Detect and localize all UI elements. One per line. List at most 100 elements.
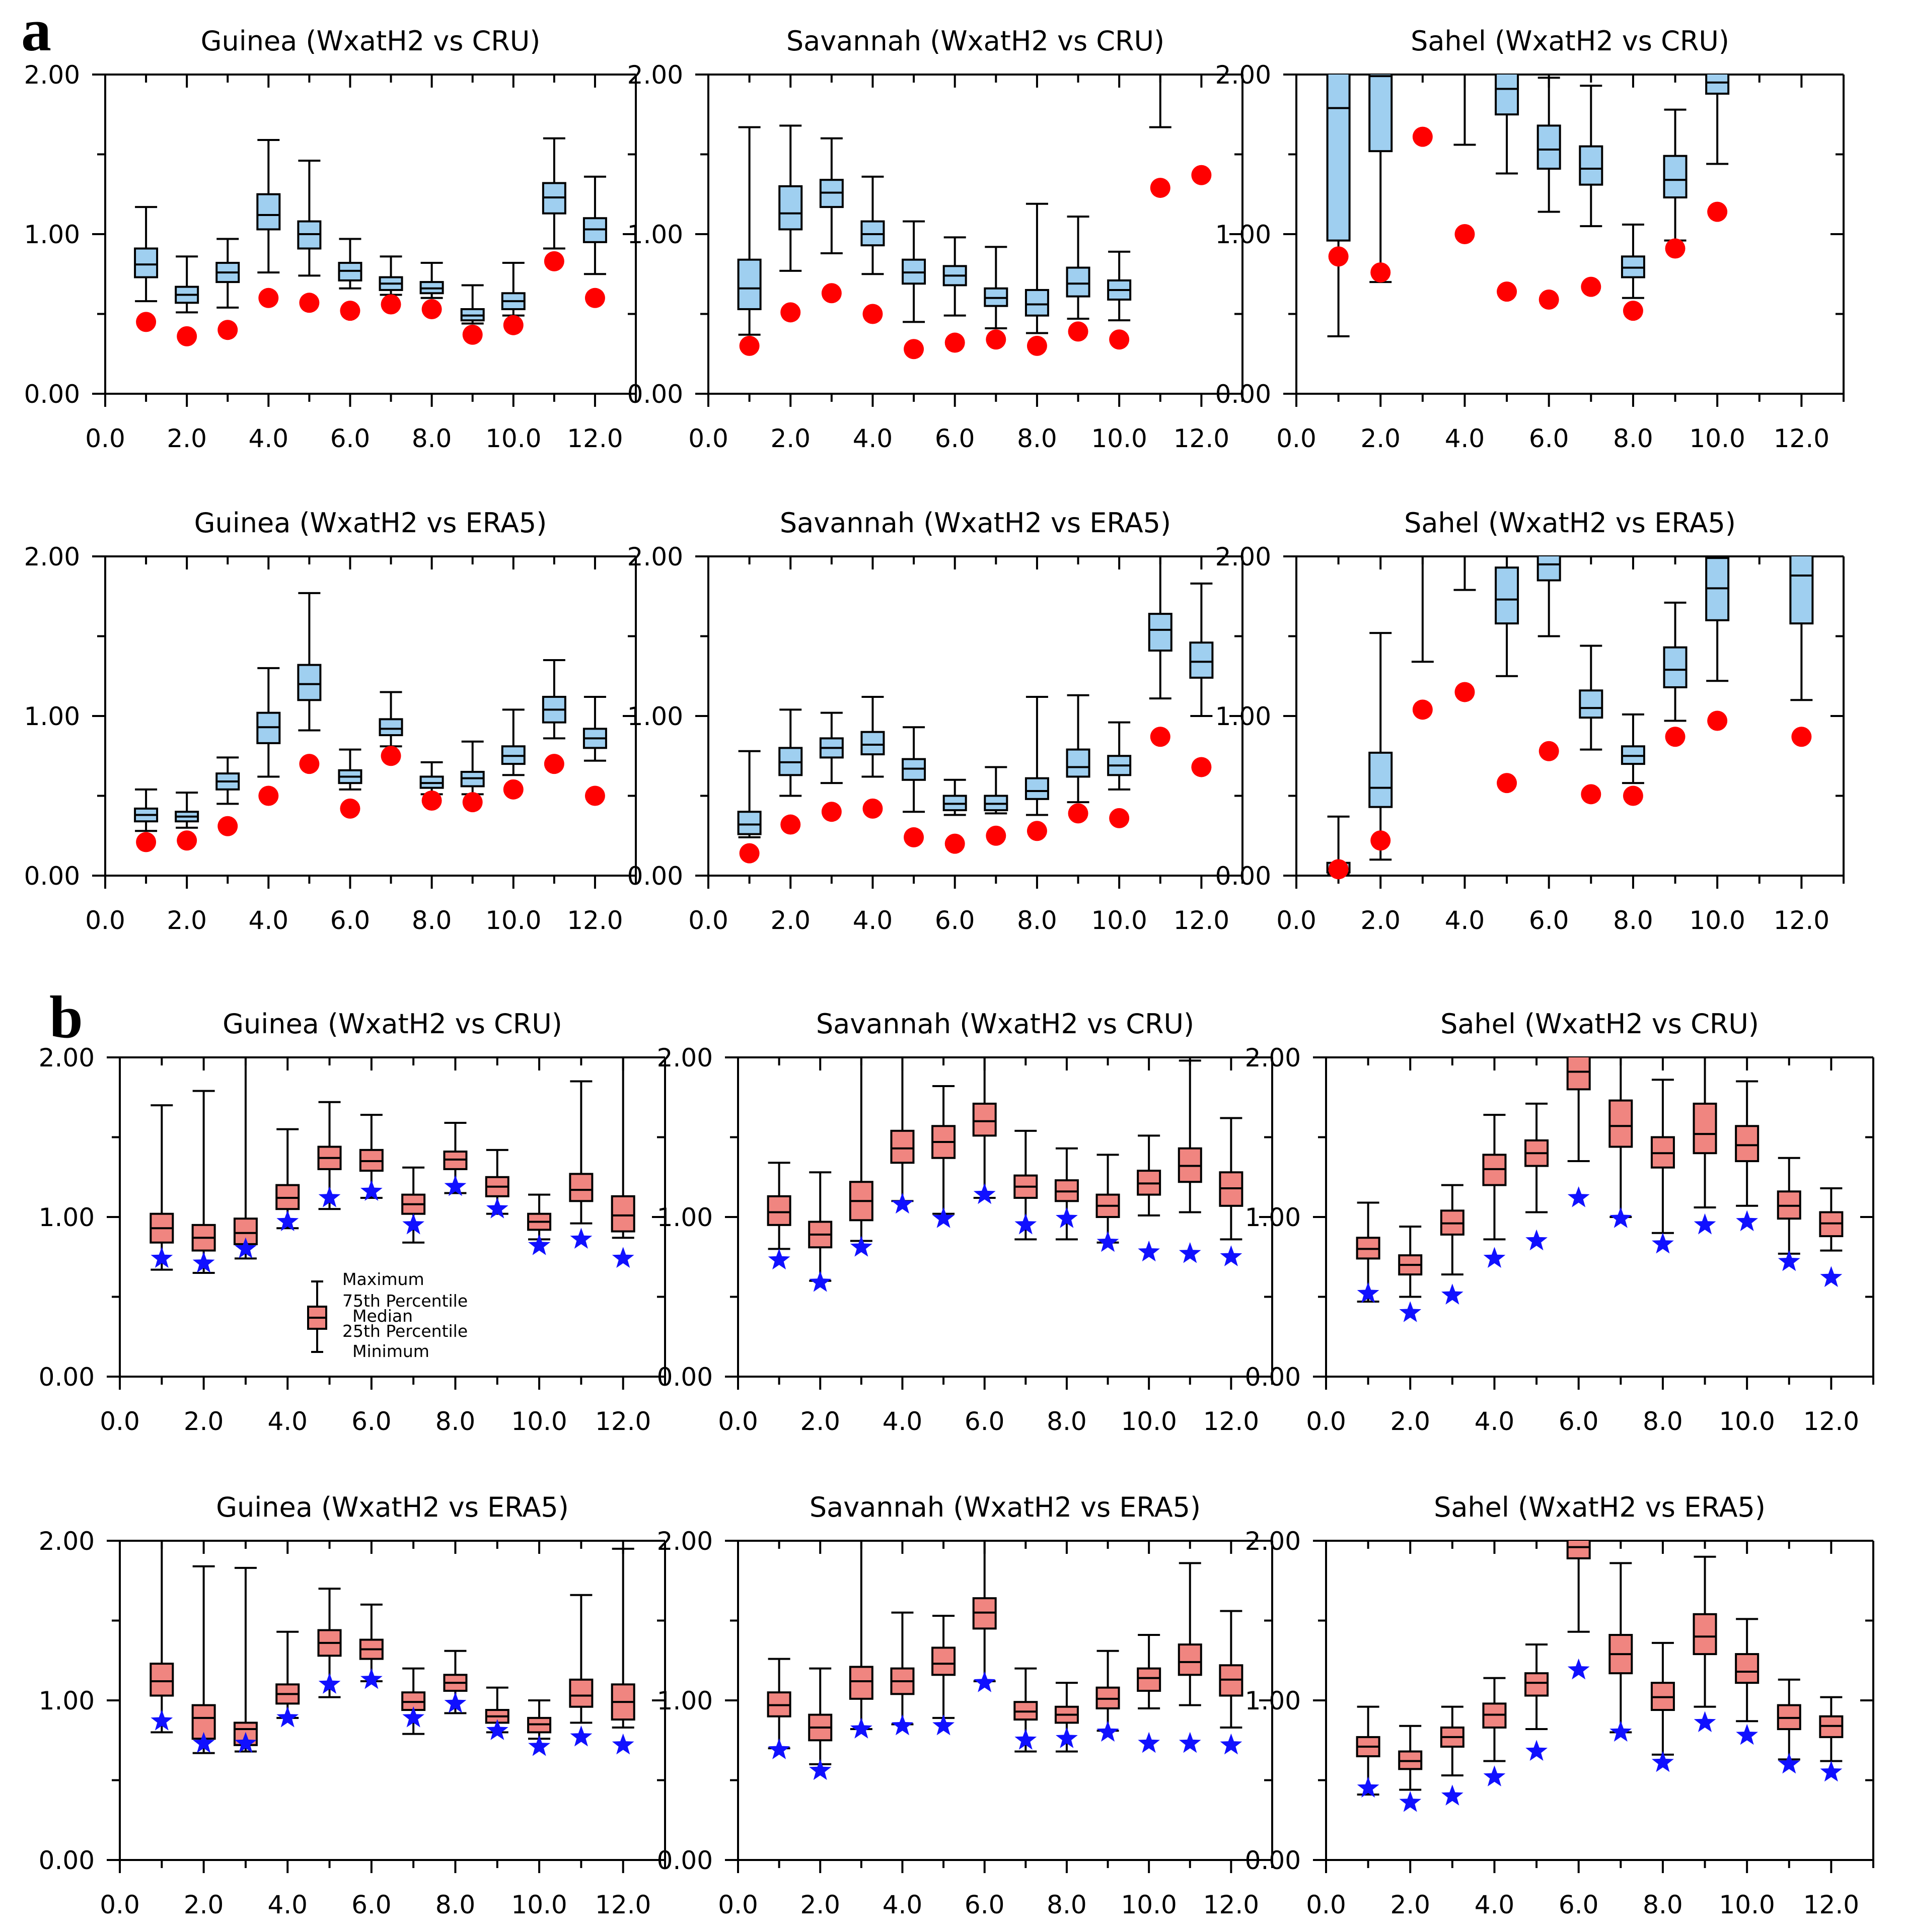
box-month-8	[419, 262, 444, 299]
y-tick-label: 2.00	[1245, 1527, 1301, 1556]
box-iqr	[256, 193, 281, 231]
box-month-12	[582, 175, 607, 275]
point-month-1	[1357, 1282, 1379, 1303]
box-month-12	[611, 1547, 635, 1729]
point-month-9	[486, 1719, 508, 1740]
point-month-7	[381, 294, 401, 315]
point-month-3	[850, 1236, 872, 1257]
box-iqr	[849, 1666, 873, 1700]
box-month-2	[175, 255, 199, 314]
point-month-11	[1179, 1732, 1201, 1753]
y-tick-label: 1.00	[627, 220, 683, 249]
box-month-7	[984, 246, 1008, 330]
y-tick-label: 0.00	[627, 862, 683, 891]
point-month-4	[862, 304, 883, 324]
point-month-12	[612, 1733, 634, 1755]
point-month-12	[1820, 1266, 1843, 1287]
plot-area	[1326, 75, 1730, 337]
box-month-2	[175, 792, 199, 829]
x-tick-label: 10.0	[1121, 1890, 1177, 1919]
point-month-6	[360, 1668, 383, 1689]
panel-title: Savannah (WxatH2 vs CRU)	[786, 25, 1164, 57]
point-month-9	[1096, 1721, 1119, 1742]
box-iqr	[1693, 1102, 1717, 1155]
point-month-2	[192, 1251, 215, 1273]
box-iqr	[737, 258, 762, 310]
x-tick-label: 10.0	[511, 1890, 567, 1919]
box-month-3	[215, 756, 240, 805]
box-month-1	[737, 750, 762, 838]
box-month-11	[542, 137, 566, 250]
x-tick-label: 8.0	[412, 906, 452, 935]
point-month-6	[973, 1183, 996, 1204]
y-tick-label: 1.00	[39, 1686, 95, 1715]
y-tick-label: 2.00	[627, 542, 683, 571]
x-tick-label: 6.0	[1529, 424, 1569, 453]
point-month-3	[235, 1237, 257, 1258]
x-tick-label: 8.0	[1613, 906, 1653, 935]
box-iqr	[931, 1647, 956, 1676]
point-month-6	[1538, 741, 1559, 761]
x-tick-label: 2.0	[1360, 424, 1401, 453]
box-month-9	[1693, 1057, 1717, 1208]
plot-area	[1326, 556, 1814, 875]
point-month-1	[151, 1709, 173, 1731]
point-month-9	[486, 1197, 508, 1219]
box-month-5	[931, 1085, 956, 1215]
box-iqr	[1190, 11, 1212, 42]
chart-panel-2: Sahel (WxatH2 vs CRU) 0.0 2.0 4.0 6.0 8.0 10.0…	[1215, 25, 1845, 453]
box-month-10	[1107, 250, 1132, 322]
x-tick-label: 0.0	[718, 1407, 758, 1436]
box-month-9	[460, 284, 485, 325]
box-iqr	[134, 247, 159, 278]
x-tick-label: 4.0	[853, 906, 893, 935]
box-month-2	[808, 1171, 833, 1282]
panel-title: Sahel (WxatH2 vs ERA5)	[1404, 507, 1736, 539]
point-month-12	[1820, 1760, 1843, 1782]
point-month-1	[151, 1247, 173, 1268]
point-month-2	[1370, 262, 1391, 283]
x-tick-label: 12.0	[595, 1890, 651, 1919]
plot-area	[767, 1541, 1243, 1765]
box-month-12	[611, 1057, 635, 1239]
box-iqr	[860, 731, 885, 756]
chart-panel-7: Savannah (WxatH2 vs CRU) 0.0 2.0 4.0 6.0 8.0 1…	[657, 1008, 1273, 1436]
box-iqr	[1566, 1541, 1591, 1559]
panel-title: Sahel (WxatH2 vs CRU)	[1411, 25, 1729, 57]
x-tick-label: 0.0	[688, 424, 728, 453]
x-tick-label: 8.0	[435, 1890, 476, 1919]
box-month-11	[569, 1594, 594, 1724]
box-month-10	[1137, 1634, 1161, 1709]
y-tick-label: 0.00	[24, 380, 80, 409]
point-month-1	[1357, 1776, 1379, 1798]
box-month-9	[1693, 1555, 1717, 1708]
point-month-7	[1581, 784, 1601, 805]
box-month-11	[1178, 1059, 1202, 1213]
box-iqr	[379, 718, 403, 737]
box-month-5	[1495, 556, 1519, 677]
x-tick-label: 8.0	[1047, 1407, 1087, 1436]
x-tick-label: 0.0	[1276, 424, 1316, 453]
x-tick-label: 6.0	[351, 1890, 392, 1919]
box-iqr	[1024, 289, 1049, 317]
box-month-5	[1495, 75, 1519, 175]
box-month-11	[1777, 1678, 1801, 1761]
x-tick-label: 8.0	[1643, 1890, 1683, 1919]
x-tick-label: 2.0	[1390, 1890, 1430, 1919]
y-tick-label: 2.00	[1245, 1043, 1301, 1072]
legend-minimum: Minimum	[352, 1341, 429, 1361]
point-month-12	[1191, 757, 1212, 777]
y-tick-label: 1.00	[24, 220, 80, 249]
box-iqr	[890, 1129, 915, 1164]
box-month-5	[931, 1614, 956, 1719]
panel-title: Savannah (WxatH2 vs CRU)	[816, 1008, 1194, 1040]
box-month-5	[297, 592, 322, 732]
point-month-8	[1027, 335, 1047, 356]
box-month-3	[819, 711, 844, 784]
x-tick-label: 4.0	[883, 1890, 923, 1919]
point-month-8	[444, 1692, 467, 1713]
point-month-11	[1150, 178, 1170, 198]
box-month-2	[1398, 1725, 1423, 1791]
point-month-3	[850, 1718, 872, 1739]
x-tick-label: 10.0	[1689, 424, 1745, 453]
